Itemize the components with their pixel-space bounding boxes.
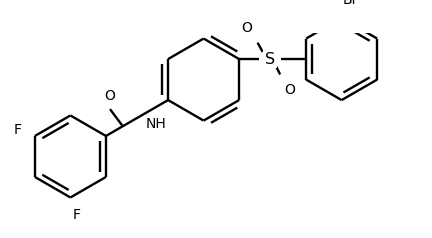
- Text: F: F: [13, 123, 22, 137]
- Text: O: O: [241, 21, 252, 35]
- Text: NH: NH: [146, 117, 166, 131]
- Text: S: S: [265, 52, 275, 67]
- Text: O: O: [105, 89, 115, 103]
- Text: F: F: [73, 208, 80, 222]
- Text: O: O: [284, 83, 295, 97]
- Text: Br: Br: [342, 0, 358, 7]
